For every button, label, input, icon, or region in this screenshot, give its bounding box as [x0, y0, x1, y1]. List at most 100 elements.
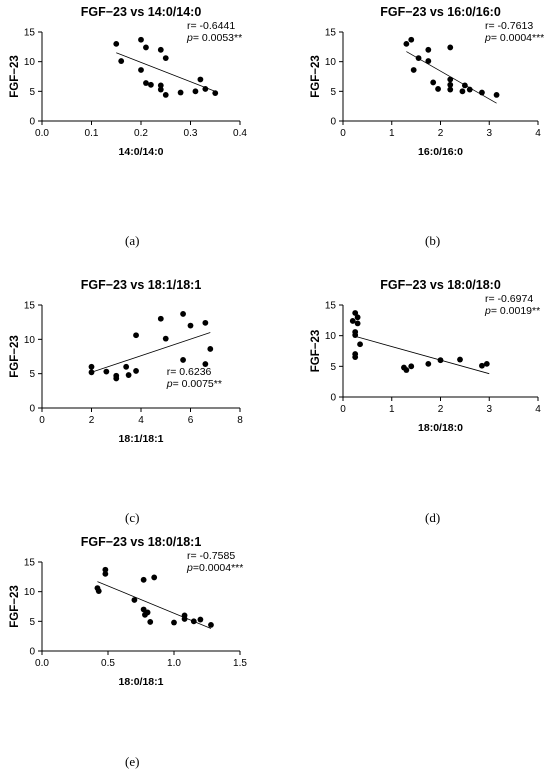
x-tick-label: 3: [486, 128, 492, 139]
chart-title: FGF−23 vs 14:0/14:0: [81, 5, 202, 19]
x-axis-label: 18:0/18:0: [418, 422, 463, 434]
data-point: [140, 576, 147, 583]
data-point: [157, 315, 164, 322]
y-tick-label: 15: [325, 28, 337, 39]
y-tick-label: 5: [29, 617, 35, 628]
data-point: [459, 88, 466, 95]
y-axis-label: FGF−23: [9, 335, 21, 378]
panel-a: 0.0 0.1 0.2 0.3 0.4 0 5 10 15 FGF−23 vs 14:0/14:0…: [9, 5, 247, 158]
data-point: [143, 80, 149, 86]
p-symbol: p: [186, 562, 193, 574]
data-point: [403, 367, 410, 373]
data-point: [140, 606, 147, 613]
data-point: [95, 588, 102, 594]
p-value: p=0.0004***: [186, 562, 243, 574]
data-point: [180, 357, 186, 363]
y-tick-label: 5: [29, 87, 35, 98]
x-tick-label: 0: [39, 415, 45, 426]
y-tick-label: 15: [24, 301, 36, 312]
p-symbol: p: [484, 32, 491, 44]
y-tick-label: 0: [330, 393, 336, 404]
data-point: [162, 55, 169, 62]
trend-line: [116, 52, 216, 92]
caption-a: (a): [125, 233, 140, 248]
data-point: [202, 319, 209, 326]
p-value: p= 0.0004***: [484, 32, 544, 44]
data-point: [435, 86, 441, 92]
x-axis-label: 18:1/18:1: [119, 433, 164, 445]
data-point: [197, 616, 204, 623]
x-tick-label: 0.0: [35, 658, 49, 669]
x-tick-label: 1.5: [233, 658, 247, 669]
data-point: [88, 363, 95, 370]
data-point: [157, 46, 164, 53]
data-point: [447, 86, 454, 93]
p-number: = 0.0004***: [491, 32, 544, 44]
data-point: [102, 566, 109, 573]
data-point: [143, 44, 149, 51]
p-value: p= 0.0053**: [186, 32, 242, 44]
data-point: [447, 44, 454, 51]
data-point: [425, 360, 432, 367]
y-tick-label: 10: [24, 57, 36, 68]
y-tick-label: 10: [24, 335, 36, 346]
x-axis-label: 16:0/16:0: [418, 146, 463, 158]
data-point: [493, 91, 500, 98]
data-point: [354, 320, 361, 327]
chart-title: FGF−23 vs 16:0/16:0: [380, 5, 501, 19]
y-tick-label: 15: [24, 558, 36, 569]
y-tick-label: 10: [325, 331, 337, 342]
p-symbol: p: [166, 378, 173, 390]
data-point: [430, 79, 437, 86]
trend-line: [352, 335, 490, 375]
chart-title: FGF−23 vs 18:0/18:0: [380, 278, 501, 292]
x-tick-label: 4: [535, 404, 541, 415]
x-tick-label: 4: [138, 415, 144, 426]
data-point: [171, 619, 177, 626]
caption-c: (c): [125, 510, 140, 525]
data-point: [148, 81, 154, 88]
x-tick-label: 2: [89, 415, 95, 426]
y-tick-label: 15: [325, 301, 337, 312]
data-point: [202, 86, 209, 92]
data-point: [138, 36, 144, 43]
data-point: [207, 346, 214, 352]
data-point: [483, 360, 490, 367]
data-point: [415, 55, 422, 62]
x-tick-label: 2: [438, 128, 444, 139]
data-point: [133, 368, 139, 374]
x-tick-label: 0.2: [134, 128, 148, 139]
data-point: [408, 363, 415, 370]
data-point: [113, 375, 120, 382]
x-tick-label: 6: [188, 415, 194, 426]
p-number: = 0.0053**: [193, 32, 242, 44]
data-point: [147, 619, 154, 625]
y-tick-label: 5: [330, 362, 336, 373]
data-point: [352, 332, 359, 338]
data-point: [113, 40, 120, 47]
y-axis-label: FGF−23: [310, 330, 322, 373]
data-point: [212, 90, 219, 97]
data-point: [208, 621, 214, 628]
y-axis-label: FGF−23: [9, 55, 21, 98]
y-tick-label: 5: [330, 87, 336, 98]
p-number: =0.0004***: [193, 562, 244, 574]
r-value: r= 0.6236: [167, 366, 212, 378]
r-value: r= -0.7585: [187, 550, 235, 562]
data-point: [352, 310, 359, 316]
data-point: [144, 609, 151, 616]
x-tick-label: 4: [535, 128, 541, 139]
data-point: [162, 91, 169, 98]
data-point: [177, 89, 184, 96]
data-point: [479, 89, 485, 96]
caption-b: (b): [425, 233, 441, 248]
x-tick-label: 0.5: [101, 658, 115, 669]
data-point: [192, 88, 199, 95]
y-tick-label: 15: [24, 28, 36, 39]
data-point: [102, 570, 109, 577]
data-point: [461, 82, 468, 89]
data-point: [181, 616, 188, 622]
data-point: [447, 81, 454, 88]
data-point: [410, 67, 417, 73]
